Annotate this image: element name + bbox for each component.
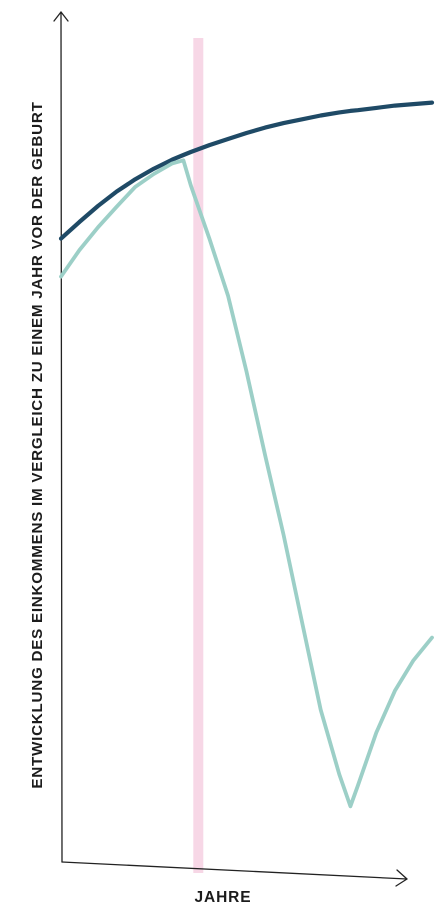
series-line-1: [58, 100, 435, 241]
y-axis-arrowhead: [53, 11, 69, 22]
x-axis-line: [61, 861, 408, 880]
highlight-band-layer: [193, 38, 204, 873]
y-axis-line: [60, 11, 63, 863]
x-axis-arrowhead: [395, 869, 408, 887]
highlight-band: [193, 38, 204, 873]
x-axis-label: JAHRE: [194, 889, 251, 905]
y-axis-label: ENTWICKLUNG DES EINKOMMENS IM VERGLEICH …: [29, 101, 46, 788]
series-line-2: [59, 158, 434, 809]
series-layer: [58, 100, 435, 809]
